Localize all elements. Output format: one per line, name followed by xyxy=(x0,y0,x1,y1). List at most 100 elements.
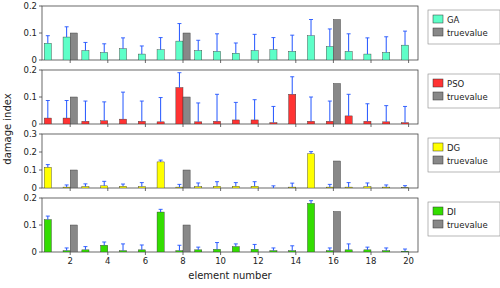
bar xyxy=(258,60,265,61)
error-bar xyxy=(140,101,144,121)
error-bar xyxy=(102,44,106,53)
bar xyxy=(119,119,126,124)
error-cap xyxy=(309,151,313,152)
bar xyxy=(157,122,164,124)
legend-frame xyxy=(428,202,500,236)
error-bar xyxy=(328,248,332,251)
error-stem xyxy=(47,101,48,119)
bar xyxy=(70,170,77,188)
error-cap xyxy=(215,33,219,34)
error-stem xyxy=(235,43,236,53)
error-bar xyxy=(159,209,163,212)
bar xyxy=(277,124,284,125)
bar xyxy=(333,20,340,61)
error-bar xyxy=(290,35,294,51)
error-cap xyxy=(309,97,313,98)
x-tick xyxy=(371,252,372,255)
bar xyxy=(315,124,322,125)
error-cap xyxy=(159,160,163,161)
bar xyxy=(296,60,303,61)
bar xyxy=(315,188,322,189)
bar xyxy=(82,187,89,188)
error-bar xyxy=(177,73,181,88)
error-stem xyxy=(141,245,142,250)
error-bar xyxy=(65,185,69,187)
error-bar xyxy=(140,46,144,54)
error-bar xyxy=(271,106,275,122)
legend-label: truevalue xyxy=(447,220,488,230)
bar xyxy=(221,188,228,189)
error-cap xyxy=(177,23,181,24)
panel: 00.10.20.3DGtruevalue xyxy=(23,129,500,193)
error-bar xyxy=(215,94,219,121)
bar xyxy=(307,154,314,188)
bar xyxy=(232,247,239,252)
bar xyxy=(258,124,265,125)
x-tick-label: 6 xyxy=(143,256,148,266)
error-cap xyxy=(365,37,369,38)
error-bar xyxy=(140,245,144,250)
legend: DGtruevalue xyxy=(428,138,500,172)
error-bar xyxy=(290,246,294,251)
bar xyxy=(239,252,246,253)
x-tick xyxy=(183,188,184,191)
bar xyxy=(164,188,171,189)
error-stem xyxy=(141,101,142,121)
bar xyxy=(108,188,115,189)
error-cap xyxy=(102,181,106,182)
x-tick xyxy=(220,60,221,63)
bar xyxy=(289,251,296,252)
error-bar xyxy=(347,94,351,116)
error-bar xyxy=(83,42,87,50)
error-cap xyxy=(102,242,106,243)
error-cap xyxy=(253,244,257,245)
bar xyxy=(239,60,246,61)
error-bar xyxy=(121,38,125,49)
error-bar xyxy=(234,244,238,247)
bar xyxy=(296,124,303,125)
x-axis-label: element number xyxy=(188,270,272,281)
bar xyxy=(390,60,397,61)
x-tick xyxy=(183,252,184,255)
error-bar xyxy=(309,97,313,121)
error-bar xyxy=(83,101,87,121)
x-tick xyxy=(258,124,259,127)
error-stem xyxy=(198,103,199,122)
error-bar xyxy=(347,244,351,250)
bar xyxy=(390,124,397,125)
error-cap xyxy=(347,243,351,244)
error-bar xyxy=(384,37,388,53)
legend-label: truevalue xyxy=(447,92,488,102)
error-stem xyxy=(367,183,368,187)
bar xyxy=(89,124,96,125)
error-bar xyxy=(177,245,181,250)
error-bar xyxy=(290,77,294,95)
error-cap xyxy=(196,247,200,248)
marks xyxy=(44,20,408,61)
bar xyxy=(364,187,371,188)
bar xyxy=(101,186,108,188)
bar xyxy=(383,251,390,252)
error-stem xyxy=(104,181,105,186)
figure: 00.10.2GAtruevalue00.10.2PSOtruevalue00.… xyxy=(0,0,500,288)
error-stem xyxy=(123,244,124,251)
x-tick xyxy=(295,124,296,127)
error-cap xyxy=(102,101,106,102)
error-bar xyxy=(384,185,388,187)
error-bar xyxy=(309,20,313,36)
error-bar xyxy=(347,183,351,188)
legend-swatch xyxy=(433,28,443,36)
error-stem xyxy=(104,44,105,53)
error-bar xyxy=(234,102,238,120)
x-tick xyxy=(258,252,259,255)
plot-frame xyxy=(42,6,418,60)
x-tick xyxy=(145,124,146,127)
x-tick-label: 18 xyxy=(366,256,377,266)
x-tick xyxy=(107,188,108,191)
x-tick xyxy=(258,60,259,63)
error-cap xyxy=(196,102,200,103)
error-stem xyxy=(179,24,180,42)
panel: 00.10.22468101214161820DItruevalue xyxy=(23,193,500,266)
x-tick xyxy=(371,188,372,191)
error-bar xyxy=(46,165,50,168)
